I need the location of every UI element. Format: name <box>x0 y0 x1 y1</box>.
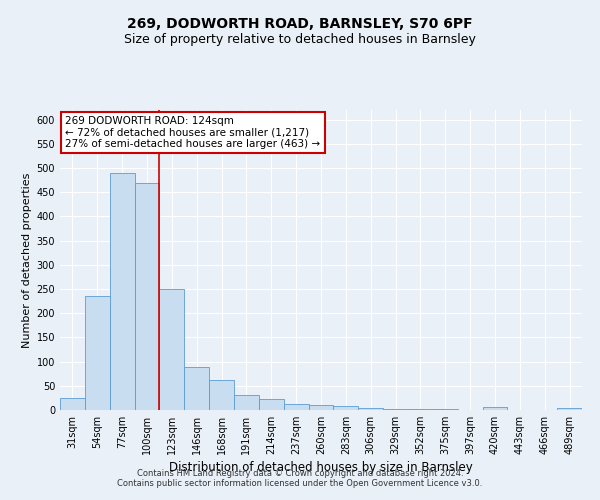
Bar <box>85 296 110 410</box>
Bar <box>482 406 508 410</box>
Bar <box>259 400 284 410</box>
Bar <box>557 408 582 410</box>
Text: Contains HM Land Registry data © Crown copyright and database right 2024.: Contains HM Land Registry data © Crown c… <box>137 468 463 477</box>
Bar <box>134 182 160 410</box>
Bar <box>110 173 134 410</box>
Bar <box>334 406 358 410</box>
Text: Size of property relative to detached houses in Barnsley: Size of property relative to detached ho… <box>124 32 476 46</box>
Bar <box>308 404 334 410</box>
Bar <box>358 408 383 410</box>
Text: 269, DODWORTH ROAD, BARNSLEY, S70 6PF: 269, DODWORTH ROAD, BARNSLEY, S70 6PF <box>127 18 473 32</box>
Bar <box>284 404 308 410</box>
X-axis label: Distribution of detached houses by size in Barnsley: Distribution of detached houses by size … <box>169 461 473 474</box>
Text: Contains public sector information licensed under the Open Government Licence v3: Contains public sector information licen… <box>118 478 482 488</box>
Bar <box>60 398 85 410</box>
Bar <box>209 380 234 410</box>
Bar <box>383 408 408 410</box>
Y-axis label: Number of detached properties: Number of detached properties <box>22 172 32 348</box>
Bar <box>160 289 184 410</box>
Bar <box>234 396 259 410</box>
Text: 269 DODWORTH ROAD: 124sqm
← 72% of detached houses are smaller (1,217)
27% of se: 269 DODWORTH ROAD: 124sqm ← 72% of detac… <box>65 116 320 149</box>
Bar <box>184 368 209 410</box>
Bar <box>408 409 433 410</box>
Bar <box>433 409 458 410</box>
